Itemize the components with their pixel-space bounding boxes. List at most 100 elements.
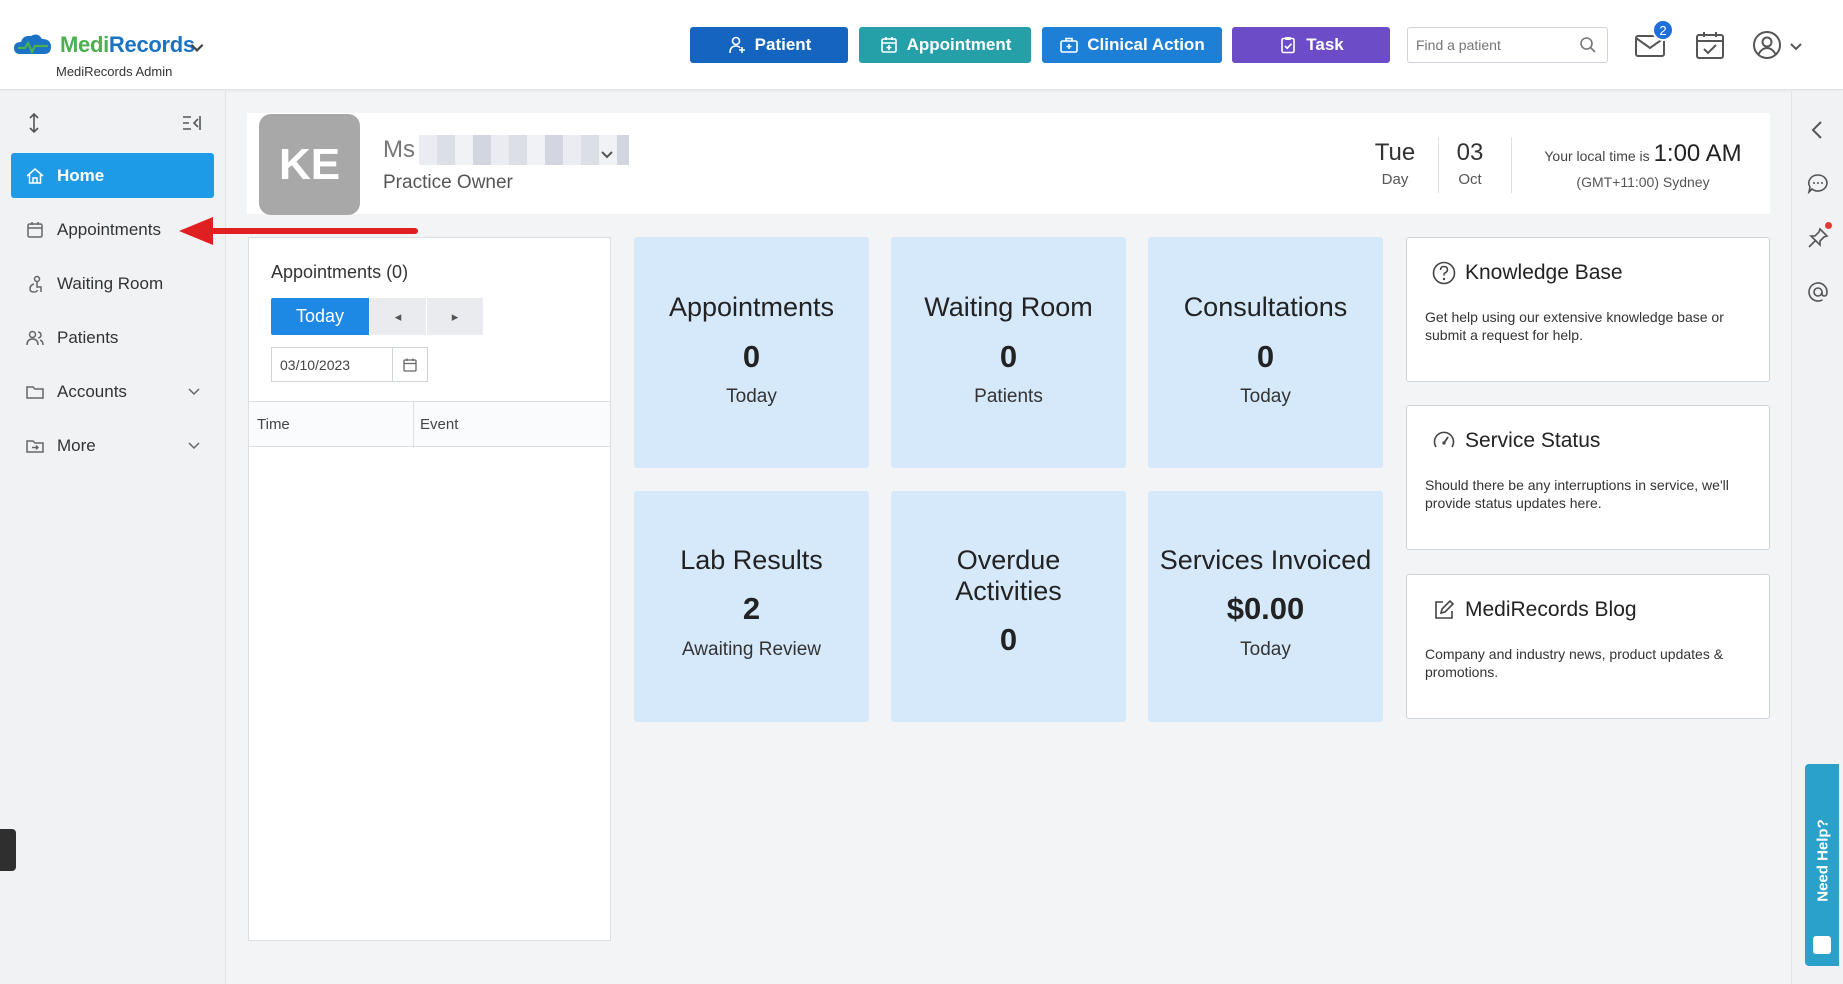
chevron-down-icon[interactable] — [188, 38, 206, 56]
gauge-icon — [1433, 431, 1455, 448]
sidebar-item-label: Home — [57, 165, 105, 185]
user-name[interactable]: Ms — [383, 135, 629, 165]
sidebar-item-home[interactable]: Home — [11, 153, 214, 198]
tile-title: Services Invoiced — [1159, 545, 1372, 575]
tile-subtitle: Today — [1240, 639, 1291, 660]
medirecords-logo[interactable]: MediRecords — [12, 30, 195, 60]
date-input[interactable] — [272, 348, 390, 381]
add-user-icon — [728, 36, 745, 54]
next-day-button[interactable]: ▸ — [427, 298, 483, 335]
new-appointment-label: Appointment — [906, 35, 1012, 54]
calendar-picker-button[interactable] — [392, 348, 427, 381]
chevron-down-icon[interactable] — [1788, 38, 1804, 54]
today-button[interactable]: Today — [271, 298, 369, 335]
chevron-down-icon — [188, 442, 200, 450]
pin-icon[interactable] — [1806, 226, 1830, 250]
new-patient-label: Patient — [754, 35, 812, 54]
appointments-table-header: Time Event — [249, 401, 610, 448]
mail-icon[interactable] — [1633, 28, 1667, 62]
sidebar-item-appointments[interactable]: Appointments — [11, 207, 214, 252]
tile-value: 0 — [742, 339, 761, 374]
card-header: MediRecords Blog — [1431, 597, 1637, 623]
need-help-label: Need Help? — [1814, 819, 1832, 902]
date-picker — [271, 347, 428, 382]
card-body: Company and industry news, product updat… — [1425, 646, 1724, 680]
new-task-label: Task — [1306, 35, 1344, 54]
sidebar-item-label: Appointments — [57, 219, 161, 239]
chevron-down-icon[interactable] — [599, 146, 615, 162]
user-profile-card: KE Ms Practice Owner Tue Day 03 Oct Your… — [247, 113, 1770, 215]
sidebar-item-label: Accounts — [57, 381, 127, 401]
local-time-label: Your local time is — [1544, 148, 1650, 164]
new-task-button[interactable]: Task — [1232, 27, 1390, 63]
tile-appointments[interactable]: Appointments 0 Today — [634, 237, 869, 468]
question-icon — [1432, 261, 1456, 285]
tile-waiting-room[interactable]: Waiting Room 0 Patients — [891, 237, 1126, 468]
chevron-left-icon[interactable] — [1806, 118, 1830, 142]
clinical-action-label: Clinical Action — [1087, 35, 1205, 54]
sidebar-item-label: Patients — [57, 327, 119, 347]
collapse-sidebar-icon[interactable] — [180, 111, 204, 135]
sidebar-item-more[interactable]: More — [11, 423, 214, 468]
month-label: Oct — [1458, 171, 1482, 188]
medirecords-blog-card[interactable]: MediRecords Blog Company and industry ne… — [1406, 574, 1770, 719]
sidebar-item-patients[interactable]: Patients — [11, 315, 214, 360]
patient-search-input[interactable] — [1408, 28, 1568, 62]
cloud-logo-icon — [14, 34, 51, 55]
search-icon[interactable] — [1579, 36, 1597, 54]
chevron-down-icon — [188, 388, 200, 396]
tile-consultations[interactable]: Consultations 0 Today — [1148, 237, 1383, 468]
calendar-add-icon — [880, 37, 897, 53]
user-account-icon[interactable] — [1750, 28, 1784, 62]
card-header: Service Status — [1431, 428, 1600, 454]
timezone: (GMT+11:00) Sydney — [1576, 174, 1710, 190]
day-name: Tue — [1374, 139, 1416, 166]
previous-day-button[interactable]: ◂ — [370, 298, 426, 335]
tile-title: Consultations — [1183, 292, 1348, 322]
user-role: Practice Owner — [383, 172, 513, 193]
tile-services-invoiced[interactable]: Services Invoiced $0.00 Today — [1148, 491, 1383, 722]
column-divider — [413, 402, 414, 448]
tile-title: Lab Results — [680, 545, 823, 575]
card-title: MediRecords Blog — [1465, 598, 1637, 621]
sidebar-item-label: Waiting Room — [57, 273, 164, 293]
day-block: Tue Day — [1365, 139, 1425, 188]
sidebar-item-accounts[interactable]: Accounts — [11, 369, 214, 414]
tile-overdue-activities[interactable]: Overdue Activities 0 — [891, 491, 1126, 722]
side-pullout-tab[interactable] — [0, 829, 16, 871]
calendar-icon — [27, 221, 43, 238]
calendar-check-icon[interactable] — [1693, 28, 1727, 62]
new-appointment-button[interactable]: Appointment — [859, 27, 1031, 63]
sidebar-item-waiting-room[interactable]: Waiting Room — [11, 261, 214, 306]
edit-icon — [1435, 599, 1455, 619]
new-patient-button[interactable]: Patient — [690, 27, 848, 63]
tile-value: 0 — [999, 622, 1018, 657]
clinical-action-button[interactable]: Clinical Action — [1042, 27, 1222, 63]
logo-text: MediRecords — [60, 32, 195, 57]
sidebar-item-label: More — [57, 435, 96, 455]
need-help-tab[interactable]: Need Help? — [1805, 764, 1839, 966]
mention-icon[interactable] — [1806, 280, 1830, 304]
tile-title: Overdue Activities — [955, 545, 1062, 606]
notification-dot — [1825, 222, 1832, 229]
knowledge-base-card[interactable]: Knowledge Base Get help using our extens… — [1406, 237, 1770, 382]
column-header-event[interactable]: Event — [420, 416, 459, 433]
help-widget-icon — [1813, 936, 1831, 954]
expand-vertical-icon[interactable] — [22, 111, 46, 135]
tile-value: 0 — [1256, 339, 1275, 374]
tile-subtitle: Today — [1240, 386, 1291, 407]
column-header-time[interactable]: Time — [257, 416, 290, 433]
waiting-room-icon — [29, 275, 42, 293]
card-title: Service Status — [1465, 429, 1601, 452]
chat-icon[interactable] — [1806, 172, 1830, 196]
tile-subtitle: Today — [726, 386, 777, 407]
tile-title: Appointments — [668, 292, 835, 322]
appointments-panel: Appointments (0) Today ◂ ▸ Time Event — [248, 237, 611, 941]
patient-search — [1407, 27, 1608, 63]
tile-lab-results[interactable]: Lab Results 2 Awaiting Review — [634, 491, 869, 722]
divider — [1511, 137, 1512, 193]
service-status-card[interactable]: Service Status Should there be any inter… — [1406, 405, 1770, 550]
date-block: 03 Oct — [1440, 139, 1500, 188]
card-header: Knowledge Base — [1431, 260, 1623, 286]
avatar: KE — [259, 114, 360, 215]
